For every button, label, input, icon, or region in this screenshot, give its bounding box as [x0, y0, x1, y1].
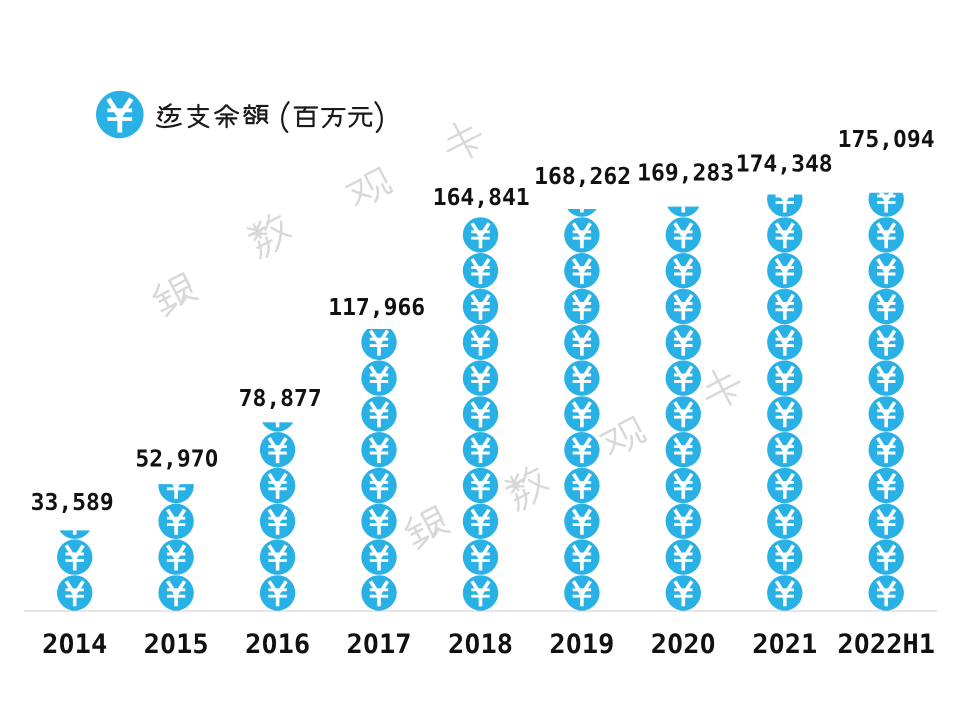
svg-text:2020: 2020	[651, 629, 716, 660]
svg-text:2014: 2014	[42, 629, 107, 660]
svg-text:174,348: 174,348	[736, 152, 833, 178]
svg-text:168,262: 168,262	[534, 164, 631, 190]
svg-text:169,283: 169,283	[637, 161, 734, 187]
svg-text:52,970: 52,970	[135, 447, 218, 473]
svg-text:2016: 2016	[245, 629, 310, 660]
svg-text:2015: 2015	[144, 629, 209, 660]
svg-text:117,966: 117,966	[328, 295, 425, 321]
svg-text:33,589: 33,589	[31, 490, 114, 516]
svg-text:78,877: 78,877	[239, 386, 322, 412]
svg-text:2022H1: 2022H1	[837, 629, 935, 660]
svg-text:2021: 2021	[752, 629, 817, 660]
svg-text:2018: 2018	[448, 629, 513, 660]
svg-text:164,841: 164,841	[433, 185, 530, 211]
svg-text:2017: 2017	[346, 629, 411, 660]
svg-text:2019: 2019	[549, 629, 614, 660]
svg-text:175,094: 175,094	[838, 127, 935, 153]
